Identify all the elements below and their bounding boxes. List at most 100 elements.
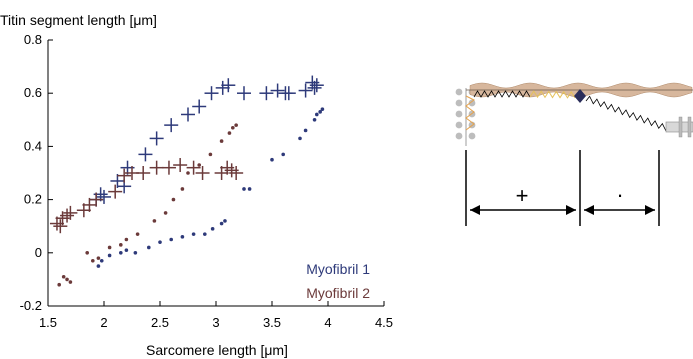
x-tick-label: 1.5 (39, 315, 57, 330)
dot-point-m1 (180, 235, 185, 239)
x-tick-label: 2.5 (151, 315, 169, 330)
plus-point-m1 (215, 80, 230, 95)
z-disc-dot (468, 99, 476, 107)
z-disc-link (465, 95, 475, 131)
m-band-rod (678, 116, 683, 138)
plus-point-m1 (97, 189, 111, 204)
dot-point-m1 (133, 251, 138, 255)
plus-point-m1 (298, 83, 313, 98)
plus-point-m2 (186, 160, 201, 175)
plus-point-m2 (136, 166, 151, 180)
z-disc-dot (455, 110, 463, 118)
plus-point-m1 (192, 99, 207, 114)
right-segment-symbol: · (616, 182, 623, 207)
dot-point-m2 (186, 171, 190, 175)
dot-point-m1 (99, 258, 104, 263)
dot-point-m2 (119, 243, 123, 247)
y-tick-label: 0.4 (24, 138, 42, 153)
dot-point-m2 (65, 277, 69, 282)
dot-point-m2 (208, 152, 213, 157)
titin-spring-proximal (473, 90, 531, 98)
dot-point-m2 (227, 131, 232, 135)
plus-point-m2 (161, 160, 176, 175)
y-tick-label: 0 (35, 245, 42, 260)
plus-point-m1 (149, 131, 164, 146)
dot-point-m2 (171, 197, 176, 202)
dot-point-m2 (61, 274, 66, 279)
dot-point-m1 (169, 237, 173, 242)
plus-point-m1 (281, 86, 296, 101)
scatter-chart: Titin segment length [μm] Sarcomere leng… (0, 12, 393, 358)
dot-point-m2 (163, 211, 168, 215)
plus-point-m1 (138, 147, 153, 162)
dot-point-m2 (197, 163, 201, 167)
x-tick-label: 4.5 (375, 315, 393, 330)
left-arrowhead (566, 205, 576, 215)
x-tick-label: 3 (212, 315, 219, 330)
y-tick-label: -0.2 (20, 298, 42, 313)
dot-point-m2 (85, 251, 89, 255)
dot-point-m1 (298, 136, 302, 141)
right-arrowhead (645, 205, 655, 215)
dot-point-m2 (231, 125, 235, 130)
plus-point-m2 (173, 158, 188, 173)
dot-point-m2 (68, 280, 73, 284)
plus-point-m2 (117, 168, 132, 183)
dot-point-m2 (96, 256, 101, 260)
titin-spring-pevk (529, 90, 576, 99)
dot-point-m1 (119, 251, 123, 255)
plus-point-m2 (63, 205, 78, 220)
legend-entry-myofibril-1: Myofibril 1 (306, 261, 370, 277)
dot-point-m2 (57, 282, 61, 287)
x-ticks: 1.5 2 2.5 3 3.5 4 4.5 (39, 301, 393, 330)
plus-point-m1 (259, 86, 274, 101)
z-disc-dot (455, 132, 463, 140)
legend-entry-myofibril-2: Myofibril 2 (306, 285, 370, 301)
dot-point-m2 (234, 123, 238, 127)
dot-point-m1 (158, 240, 162, 244)
dot-point-m2 (135, 232, 140, 236)
titin-spring-distal (585, 95, 667, 132)
right-arrowhead (584, 205, 594, 215)
plus-point-m1 (237, 86, 251, 101)
x-tick-label: 2 (100, 315, 107, 330)
data-marks (49, 75, 325, 287)
y-tick-label: 0.8 (24, 32, 42, 47)
plus-point-m2 (60, 208, 75, 223)
dot-point-m2 (107, 245, 112, 250)
y-axis-label: Titin segment length [μm] (0, 12, 157, 28)
plus-point-m2 (89, 192, 104, 207)
z-disc (455, 88, 476, 146)
plus-point-m1 (270, 83, 285, 98)
plus-point-m2 (108, 184, 123, 199)
dot-point-m1 (147, 245, 151, 250)
plus-point-m2 (229, 166, 244, 180)
dot-point-m1 (247, 187, 252, 191)
left-arrowhead (470, 205, 480, 215)
plus-point-m1 (307, 80, 322, 95)
y-tick-label: 0.2 (24, 192, 42, 207)
plus-point-m1 (164, 118, 179, 133)
dot-point-m1 (320, 107, 325, 111)
plus-point-m1 (181, 107, 195, 122)
dot-point-m1 (270, 157, 274, 162)
plus-point-m2 (149, 160, 164, 175)
z-disc-dot (455, 121, 463, 129)
dot-point-m1 (107, 253, 112, 258)
epitope-marker (574, 89, 586, 103)
z-disc-dot (455, 88, 463, 96)
plus-point-m1 (309, 78, 324, 93)
dot-point-m1 (219, 221, 224, 226)
dot-point-m2 (180, 187, 185, 191)
plus-point-m1 (204, 86, 219, 101)
sarcomere-schematic: + · (455, 82, 693, 226)
x-axis-label: Sarcomere length [μm] (146, 342, 288, 358)
dot-point-m1 (281, 152, 286, 157)
z-disc-dot (468, 132, 476, 140)
dot-point-m1 (191, 232, 196, 236)
left-segment-symbol: + (516, 183, 529, 208)
z-disc-dot (455, 99, 463, 107)
dot-point-m1 (96, 264, 101, 268)
x-tick-label: 3.5 (263, 315, 281, 330)
